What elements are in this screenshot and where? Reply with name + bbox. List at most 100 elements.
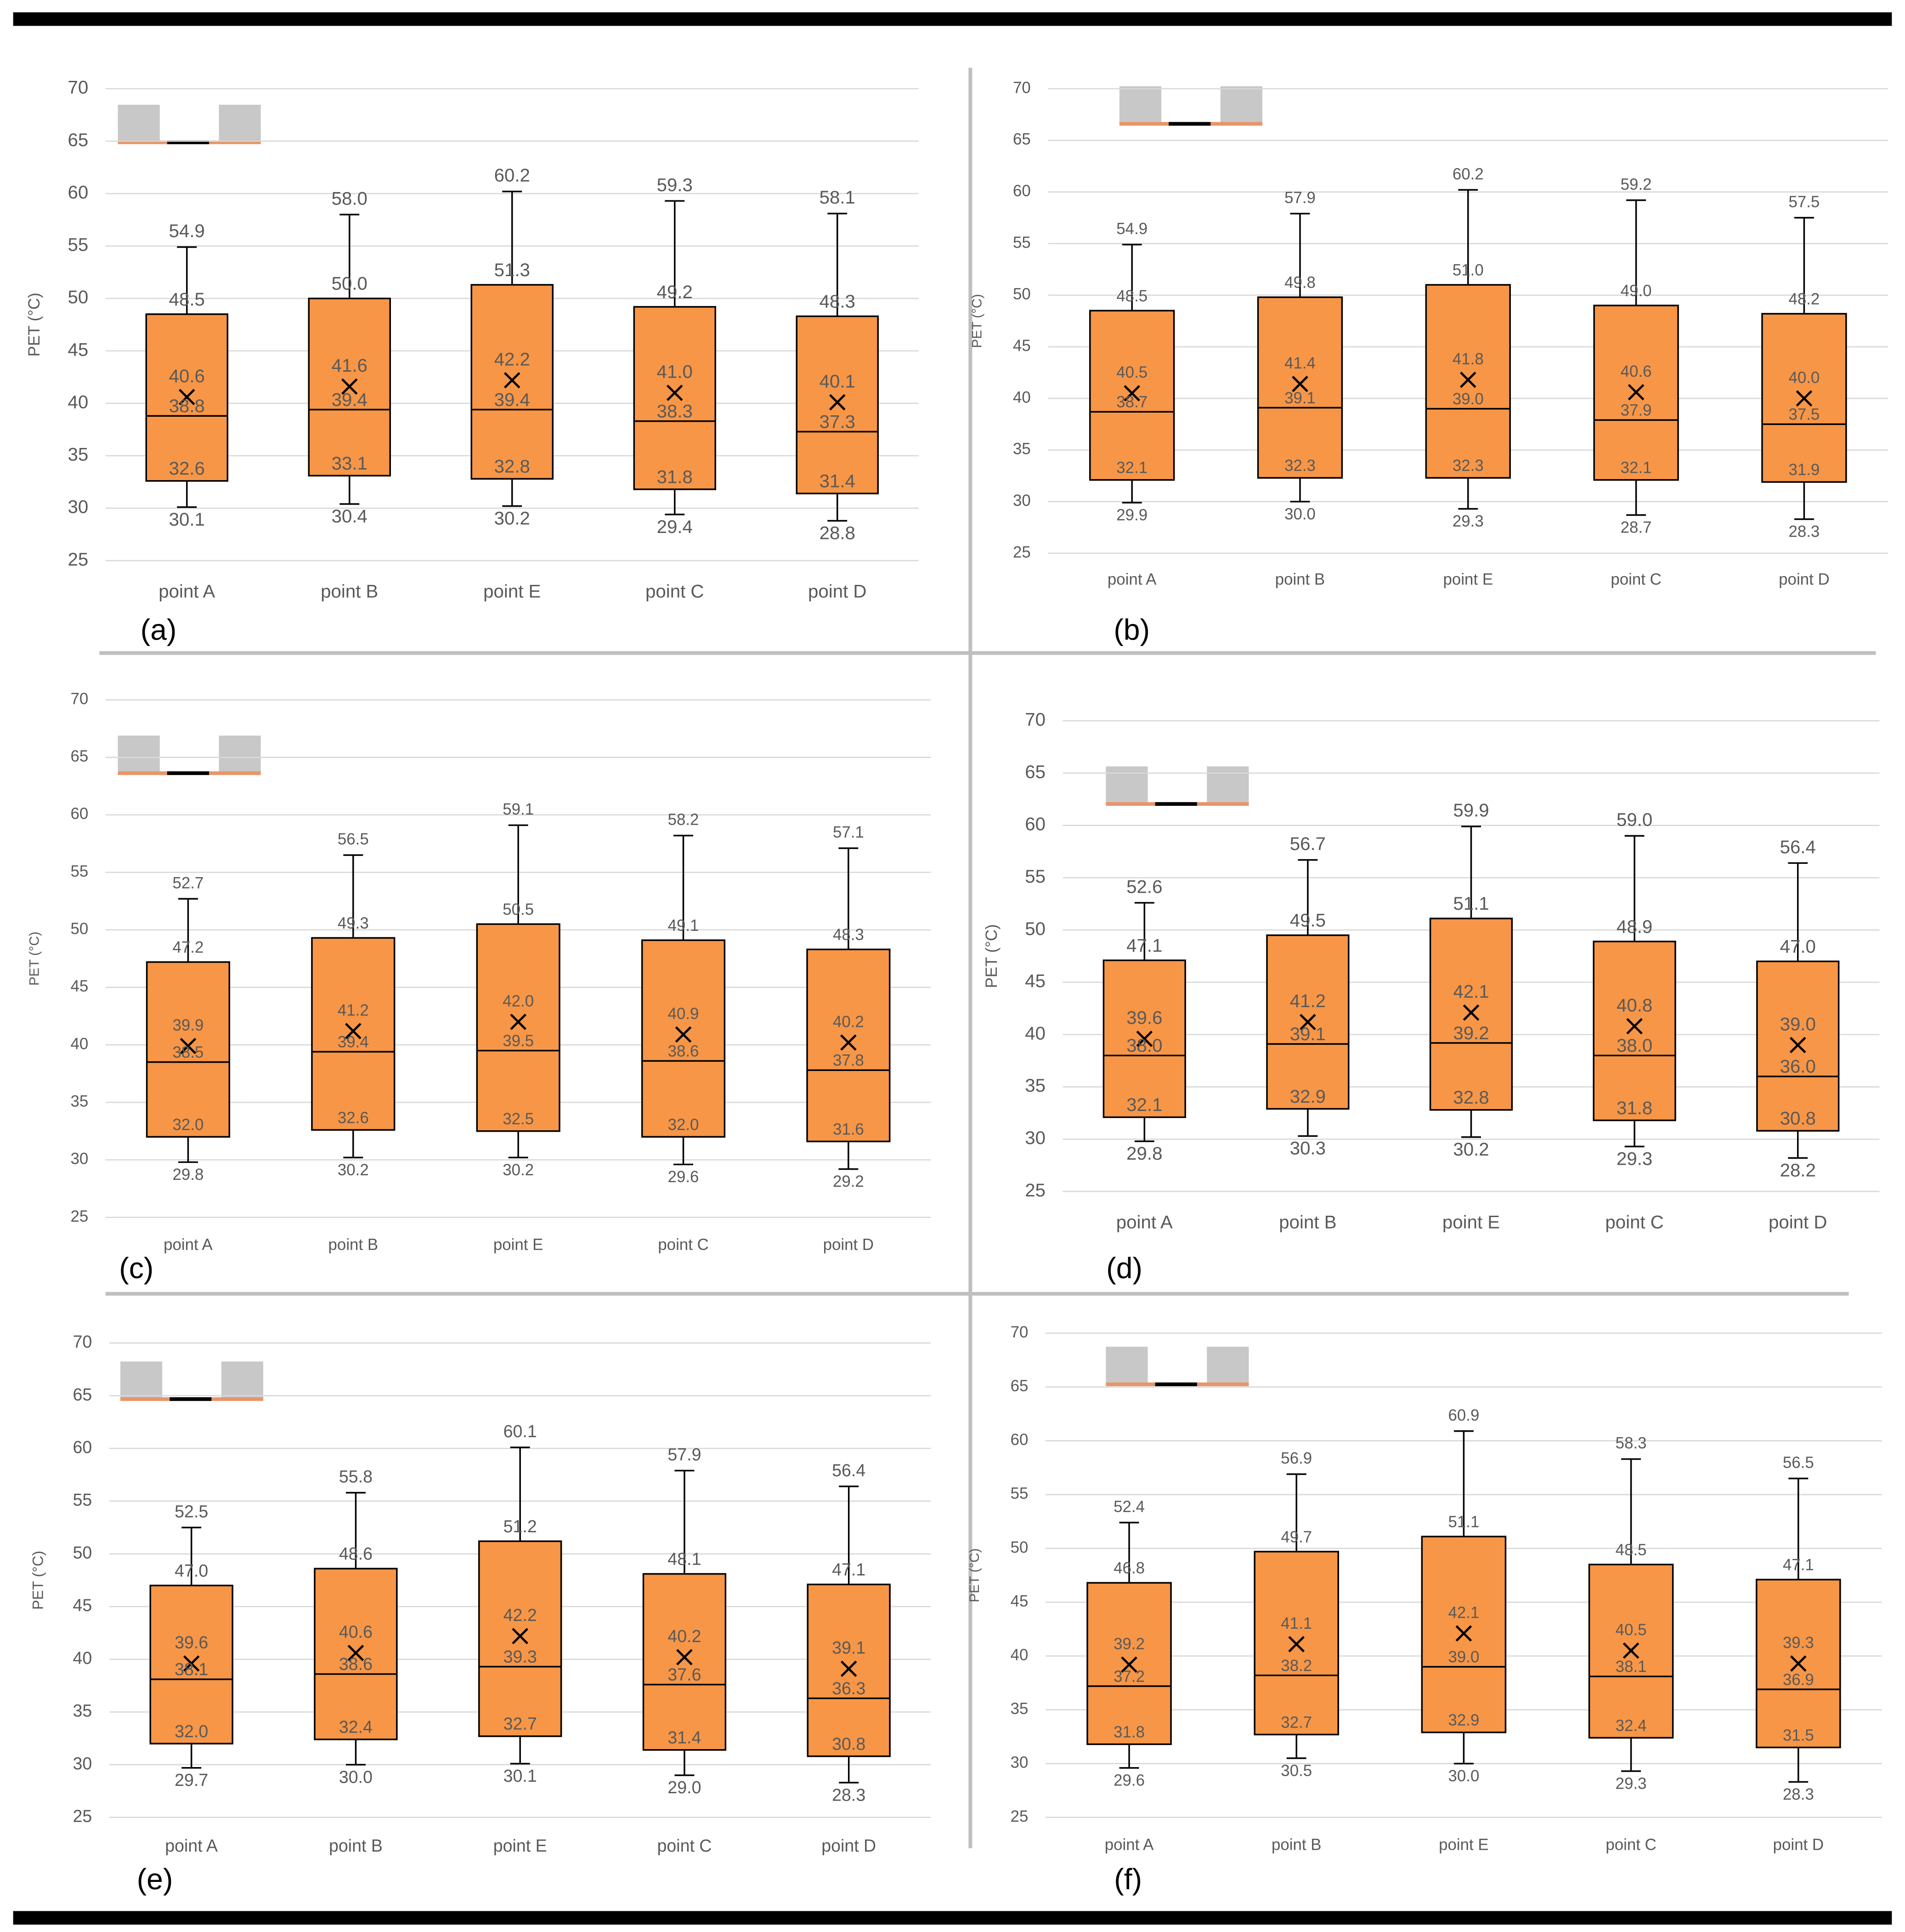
y-tick-label: 70 [73, 1332, 92, 1351]
y-tick-label: 40 [68, 391, 88, 412]
x-tick-label: point E [1442, 1212, 1500, 1233]
inset-road [1169, 122, 1211, 126]
mean-label: 39.9 [173, 1016, 204, 1034]
median-label: 39.0 [1453, 390, 1484, 408]
box [478, 1540, 562, 1737]
y-tick-label: 50 [1013, 285, 1031, 303]
q3-label: 48.2 [1788, 290, 1820, 308]
mean-marker [183, 1655, 200, 1672]
x-tick-label: point A [1116, 1212, 1173, 1233]
min-label: 28.3 [1783, 1785, 1814, 1803]
mean-marker [1789, 1037, 1806, 1054]
max-label: 60.1 [503, 1422, 537, 1441]
mean-label: 41.2 [338, 1001, 369, 1019]
inset-road [1155, 1382, 1197, 1386]
y-tick-label: 70 [70, 690, 88, 708]
mean-label: 40.9 [668, 1005, 699, 1023]
y-tick-label: 40 [1011, 1646, 1029, 1664]
x-tick-label: point C [1605, 1212, 1663, 1233]
q3-label: 47.1 [1783, 1556, 1814, 1574]
min-label: 28.3 [1788, 523, 1820, 541]
q3-label: 49.0 [1621, 282, 1652, 300]
mean-label: 40.6 [1621, 363, 1652, 380]
x-tick-label: point B [321, 581, 378, 602]
bottom-border [13, 1911, 1892, 1925]
panel-label: (e) [137, 1863, 173, 1896]
max-label: 57.9 [1284, 189, 1316, 207]
inset-building [120, 1361, 163, 1399]
min-label: 28.7 [1621, 519, 1652, 537]
min-label: 30.4 [332, 506, 367, 527]
mean-marker [1300, 1014, 1316, 1031]
y-tick-label: 45 [1025, 971, 1046, 991]
q1-label: 31.5 [1783, 1726, 1814, 1744]
max-label: 56.7 [1290, 833, 1326, 854]
y-tick-label: 30 [1013, 492, 1031, 510]
q3-label: 47.0 [1780, 936, 1816, 957]
max-label: 60.9 [1448, 1406, 1480, 1424]
max-label: 54.9 [1116, 220, 1148, 238]
x-tick-label: point D [823, 1235, 874, 1253]
y-tick-label: 60 [1025, 814, 1046, 834]
q1-label: 32.7 [1281, 1713, 1312, 1731]
q3-label: 51.1 [1453, 893, 1489, 914]
mean-marker [1124, 385, 1141, 402]
box [476, 923, 560, 1132]
mean-label: 40.1 [820, 371, 855, 391]
panel-label: (d) [1106, 1252, 1142, 1285]
inset-road [167, 771, 209, 775]
y-tick-label: 45 [73, 1596, 92, 1615]
q1-label: 31.8 [1617, 1098, 1652, 1118]
panel: 25 30 35 40 45 50 55 60 65 70 PET (°C) (e) point A 52… [29, 1332, 931, 1896]
mean-marker [512, 1628, 528, 1644]
mean-label: 42.1 [1448, 1603, 1480, 1621]
max-label: 56.5 [338, 830, 369, 848]
q1-label: 31.6 [833, 1120, 864, 1138]
min-label: 30.2 [338, 1161, 369, 1179]
median-label: 38.0 [1126, 1035, 1162, 1056]
q3-label: 48.5 [1116, 287, 1148, 305]
mean-marker [347, 1644, 364, 1661]
max-label: 52.7 [173, 874, 204, 892]
inset-building [118, 736, 160, 773]
box [1257, 296, 1343, 479]
box [1089, 310, 1175, 481]
y-tick-label: 65 [1011, 1377, 1029, 1395]
min-label: 29.2 [833, 1173, 864, 1190]
max-label: 52.6 [1126, 876, 1162, 897]
min-label: 30.5 [1281, 1762, 1312, 1779]
q1-label: 32.9 [1448, 1711, 1480, 1729]
mean-marker [1463, 1004, 1480, 1021]
max-label: 52.5 [175, 1501, 208, 1521]
y-tick-label: 25 [73, 1807, 92, 1826]
y-tick-label: 35 [70, 1092, 88, 1110]
inset-road [1155, 802, 1197, 806]
y-tick-label: 60 [68, 182, 88, 203]
mean-marker [840, 1660, 857, 1677]
min-label: 29.8 [1126, 1143, 1162, 1164]
median-label: 39.2 [1453, 1023, 1489, 1043]
inset-road [170, 1397, 212, 1401]
inset-road [167, 140, 209, 144]
mean-label: 39.6 [1126, 1008, 1162, 1028]
q1-label: 32.0 [175, 1722, 208, 1741]
q3-label: 48.5 [1616, 1541, 1647, 1559]
q1-label: 32.0 [173, 1116, 204, 1133]
x-tick-label: point C [1611, 570, 1661, 588]
panel: 25 30 35 40 45 50 55 60 65 70 PET (°C) (b) point A 54… [969, 79, 1888, 646]
q3-label: 49.2 [657, 282, 693, 302]
q3-label: 48.9 [1617, 916, 1652, 937]
min-label: 30.2 [494, 508, 530, 529]
min-label: 28.2 [1780, 1160, 1816, 1181]
mean-label: 41.1 [1281, 1615, 1312, 1632]
y-tick-label: 55 [1013, 233, 1031, 251]
q1-label: 33.1 [332, 453, 367, 474]
median-label: 39.1 [1290, 1024, 1326, 1044]
x-tick-label: point C [657, 1836, 712, 1855]
mean-marker [675, 1026, 692, 1043]
q1-label: 32.7 [503, 1714, 537, 1734]
y-tick-label: 65 [73, 1385, 92, 1404]
y-tick-label: 40 [73, 1648, 92, 1667]
